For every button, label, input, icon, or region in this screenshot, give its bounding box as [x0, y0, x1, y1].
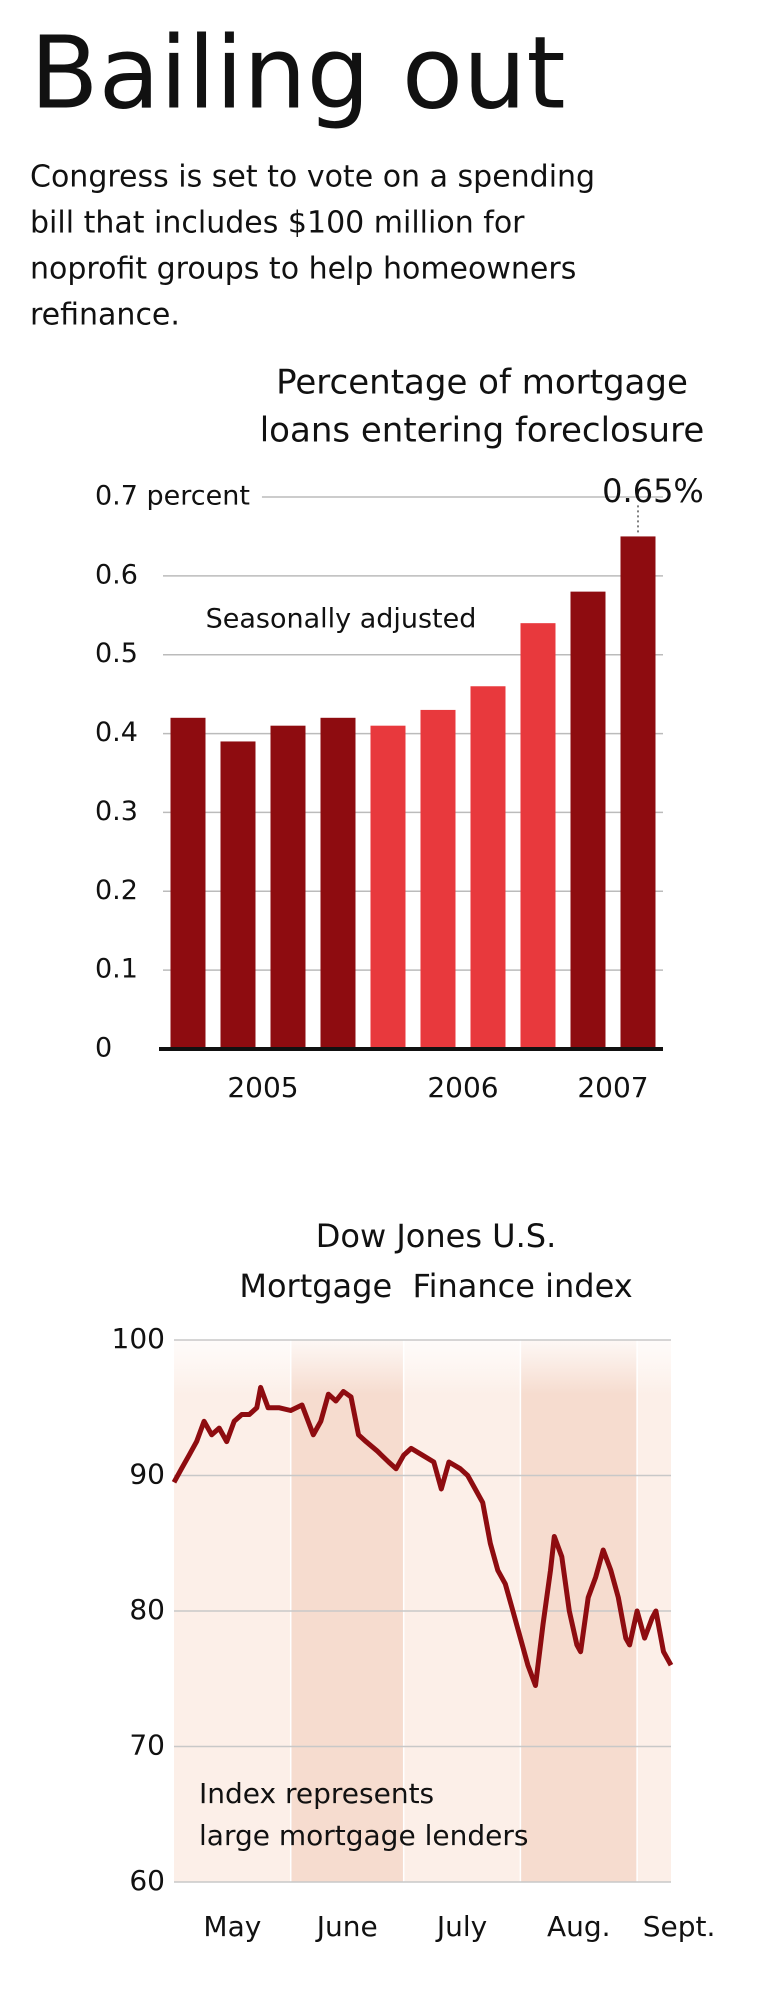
y-tick-label: 60 [129, 1864, 165, 1897]
y-tick-label: 0.7 percent [95, 481, 250, 512]
x-tick-label: 2005 [227, 1071, 298, 1104]
x-tick-label: 2007 [577, 1071, 648, 1104]
bar [470, 686, 506, 1049]
x-tick-label: Sept. [643, 1910, 716, 1943]
bar [270, 725, 306, 1049]
y-tick-label: 0.2 [95, 875, 138, 906]
y-tick-label: 0.4 [95, 717, 138, 748]
description-line: refinance. [30, 298, 180, 333]
y-tick-label: 100 [112, 1322, 165, 1355]
y-tick-label: 70 [129, 1729, 165, 1762]
y-tick-label: 0.5 [95, 638, 138, 669]
chart-title: loans entering foreclosure [260, 411, 705, 451]
x-tick-label: June [315, 1910, 378, 1943]
y-tick-label: 80 [129, 1593, 165, 1626]
bar [370, 725, 406, 1049]
annotation: large mortgage lenders [199, 1819, 528, 1852]
x-tick-label: July [435, 1910, 487, 1943]
description-line: Congress is set to vote on a spending [30, 160, 595, 195]
y-tick-label: 0.6 [95, 559, 138, 590]
chart-title: Mortgage Finance index [239, 1267, 632, 1305]
x-tick-label: May [203, 1910, 261, 1943]
bar [520, 623, 556, 1049]
index-line [171, 1384, 674, 1688]
subtitle: Seasonally adjusted [206, 604, 477, 635]
value-label: 0.65% [602, 472, 704, 510]
bar [220, 741, 256, 1049]
bar [420, 709, 456, 1049]
annotation: Index represents [199, 1777, 434, 1810]
bar [620, 536, 656, 1049]
bar [170, 717, 206, 1049]
bar [570, 591, 606, 1049]
page-title: Bailing out [30, 14, 566, 131]
x-tick-label: 2006 [427, 1071, 498, 1104]
chart-title: Percentage of mortgage [276, 363, 688, 403]
description-line: noprofit groups to help homeowners [30, 252, 576, 287]
description-line: bill that includes $100 million for [30, 206, 525, 241]
bar [320, 717, 356, 1049]
chart-title: Dow Jones U.S. [316, 1217, 556, 1255]
y-tick-label: 0 [95, 1033, 112, 1064]
y-tick-label: 90 [129, 1458, 165, 1491]
y-tick-label: 0.1 [95, 954, 138, 985]
x-tick-label: Aug. [547, 1910, 611, 1943]
y-tick-label: 0.3 [95, 796, 138, 827]
